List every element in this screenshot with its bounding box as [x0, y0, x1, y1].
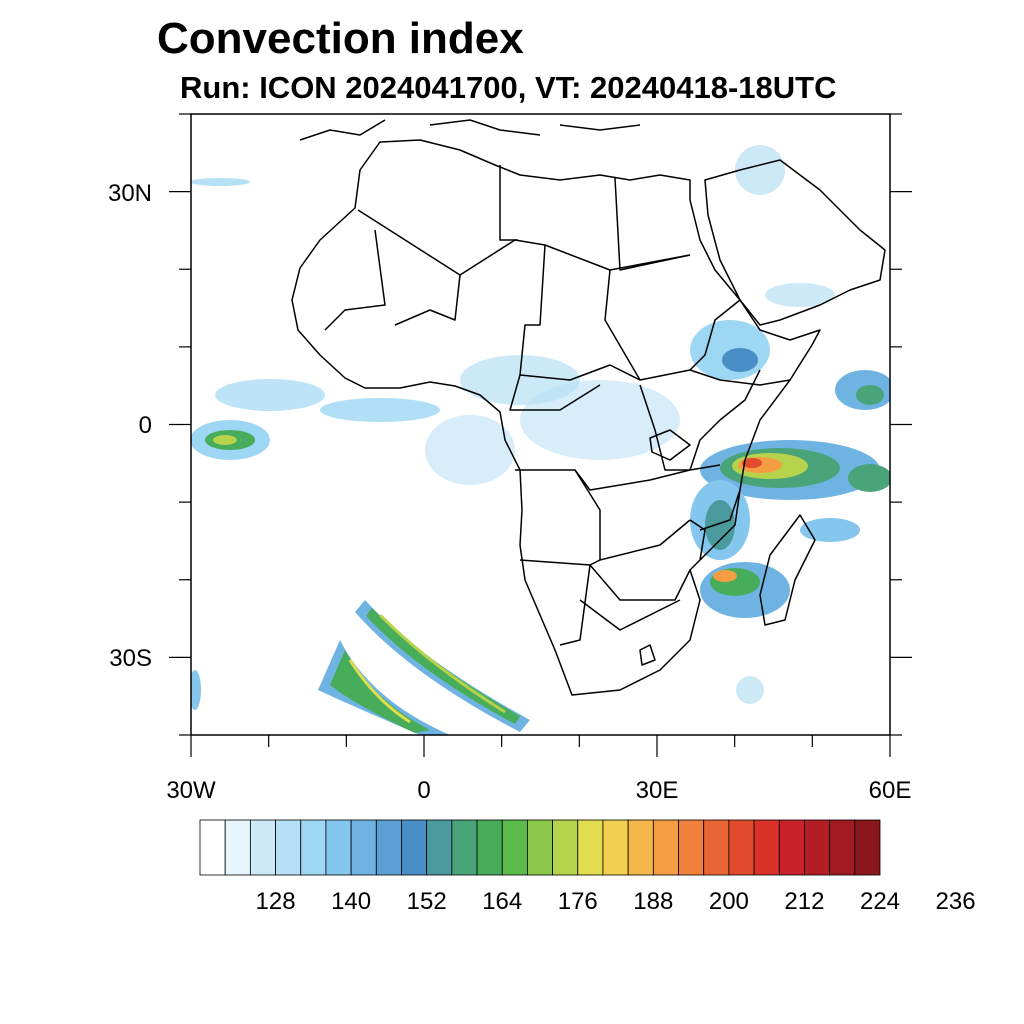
colorbar-tick-label: 164: [482, 888, 523, 915]
colorbar-swatch: [552, 819, 579, 876]
colorbar-swatch: [350, 819, 377, 876]
coastlines-and-borders: [291, 119, 886, 696]
lon-label-60e: 60E: [868, 777, 912, 804]
colorbar-swatch: [703, 819, 730, 876]
colorbar-swatch: [829, 819, 856, 876]
colorbar-swatch: [778, 819, 805, 876]
colorbar-tick-label: 128: [255, 888, 296, 915]
lon-label-0: 0: [417, 777, 431, 804]
colorbar-tick-label: 152: [406, 888, 447, 915]
colorbar-tick-label: 236: [935, 888, 976, 915]
colorbar-swatch: [300, 819, 327, 876]
colorbar-swatch: [249, 819, 276, 876]
colorbar-swatch: [275, 819, 302, 876]
colorbar-tick-label: 188: [633, 888, 674, 915]
chart-title: Convection index: [157, 14, 524, 63]
colorbar-swatch: [652, 819, 679, 876]
colorbar-swatch: [199, 819, 226, 876]
colorbar-swatch: [451, 819, 478, 876]
colorbar-swatch: [426, 819, 453, 876]
colorbar-swatch: [401, 819, 428, 876]
colorbar-tick-label: 140: [331, 888, 372, 915]
colorbar-swatch: [804, 819, 831, 876]
lon-label-30w: 30W: [166, 777, 216, 804]
colorbar-swatch: [577, 819, 604, 876]
colorbar-swatch: [753, 819, 780, 876]
colorbar-swatch: [501, 819, 528, 876]
lat-label-30n: 30N: [107, 180, 152, 207]
lat-label-0: 0: [138, 412, 152, 439]
lon-label-30e: 30E: [635, 777, 679, 804]
colorbar: [199, 819, 881, 876]
colorbar-swatch: [224, 819, 251, 876]
colorbar-swatch: [476, 819, 503, 876]
colorbar-swatch: [527, 819, 553, 876]
lat-label-30s: 30S: [109, 645, 152, 672]
colorbar-tick-label: 200: [708, 888, 749, 915]
colorbar-swatch: [728, 819, 755, 876]
colorbar-tick-label: 176: [557, 888, 598, 915]
colorbar-tick-label: 212: [784, 888, 825, 915]
colorbar-swatch: [325, 819, 352, 876]
convection-field: [191, 145, 890, 735]
colorbar-swatch: [854, 819, 881, 876]
colorbar-swatch: [375, 819, 402, 876]
colorbar-tick-label: 224: [859, 888, 901, 915]
colorbar-swatch: [627, 819, 654, 876]
colorbar-swatch: [678, 819, 705, 876]
colorbar-swatch: [602, 819, 629, 876]
chart-subtitle: Run: ICON 2024041700, VT: 20240418-18UTC: [180, 70, 837, 105]
